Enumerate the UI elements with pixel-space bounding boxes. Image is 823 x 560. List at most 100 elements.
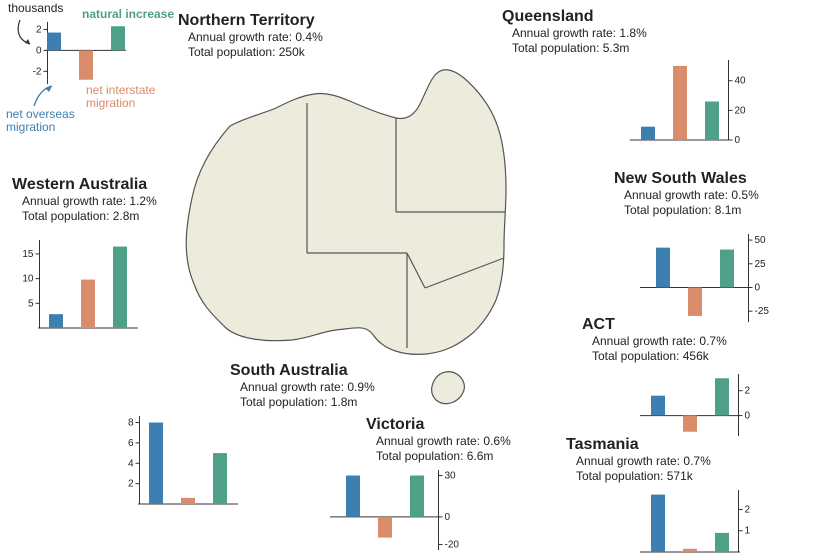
- legend-thousands: thousands: [8, 2, 63, 15]
- svg-text:0: 0: [745, 411, 751, 422]
- chart-wrap-sa: 2 4 6 8: [112, 412, 242, 508]
- svg-text:50: 50: [755, 235, 767, 246]
- bar-vic-0: [346, 476, 360, 517]
- region-qld-growth: Annual growth rate: 1.8%: [502, 26, 647, 42]
- svg-text:4: 4: [128, 458, 134, 469]
- region-act-title: ACT: [582, 316, 727, 334]
- chart-wrap-wa: 5 10 15: [12, 236, 142, 332]
- region-act-growth: Annual growth rate: 0.7%: [582, 334, 727, 350]
- svg-text:2: 2: [128, 479, 134, 490]
- region-nt-growth: Annual growth rate: 0.4%: [178, 30, 323, 46]
- chart-sa: 2 4 6 8: [112, 412, 242, 508]
- region-wa: Western AustraliaAnnual growth rate: 1.2…: [12, 176, 157, 225]
- bar-act-0: [651, 396, 665, 416]
- bar-tas-1: [683, 549, 697, 552]
- legend-overseas: net overseas migration: [6, 108, 75, 134]
- svg-text:20: 20: [735, 105, 747, 116]
- chart-nt: -2 0 2: [20, 18, 130, 88]
- bar-nt-2: [111, 26, 125, 50]
- region-nsw-pop: Total population: 8.1m: [614, 203, 759, 219]
- bar-act-1: [683, 416, 697, 432]
- svg-text:1: 1: [745, 526, 751, 537]
- bar-vic-2: [410, 476, 424, 517]
- svg-text:0: 0: [445, 512, 451, 523]
- bar-sa-1: [181, 498, 195, 504]
- region-nsw-title: New South Wales: [614, 170, 759, 188]
- region-sa-title: South Australia: [230, 362, 375, 380]
- chart-vic: -20 0 30: [326, 466, 466, 554]
- bar-wa-2: [113, 247, 127, 328]
- region-nt-title: Northern Territory: [178, 12, 323, 30]
- svg-text:10: 10: [22, 274, 34, 285]
- region-tas-growth: Annual growth rate: 0.7%: [566, 454, 711, 470]
- chart-wrap-nsw: -25 0 25 50: [636, 230, 776, 326]
- chart-wrap-tas: 12: [636, 486, 766, 556]
- region-wa-pop: Total population: 2.8m: [12, 209, 157, 225]
- bar-tas-2: [715, 533, 729, 552]
- svg-text:8: 8: [128, 418, 134, 429]
- svg-text:6: 6: [128, 438, 134, 449]
- bar-qld-0: [641, 127, 655, 140]
- region-sa-pop: Total population: 1.8m: [230, 395, 375, 411]
- bar-nt-1: [79, 50, 93, 79]
- region-act-pop: Total population: 456k: [582, 349, 727, 365]
- chart-tas: 12: [636, 486, 766, 556]
- chart-wrap-nt: -2 0 2: [20, 18, 130, 88]
- region-qld-pop: Total population: 5.3m: [502, 41, 647, 57]
- svg-text:40: 40: [735, 76, 747, 87]
- region-qld: QueenslandAnnual growth rate: 1.8%Total …: [502, 8, 647, 57]
- region-nsw: New South WalesAnnual growth rate: 0.5%T…: [614, 170, 759, 219]
- bar-nsw-1: [688, 287, 702, 315]
- bar-vic-1: [378, 517, 392, 538]
- svg-text:2: 2: [745, 386, 751, 397]
- svg-text:-25: -25: [755, 306, 770, 317]
- bar-qld-1: [673, 66, 687, 140]
- region-wa-title: Western Australia: [12, 176, 157, 194]
- bar-nsw-2: [720, 250, 734, 288]
- bar-act-2: [715, 378, 729, 415]
- region-qld-title: Queensland: [502, 8, 647, 26]
- region-vic-pop: Total population: 6.6m: [366, 449, 511, 465]
- region-act: ACTAnnual growth rate: 0.7%Total populat…: [582, 316, 727, 365]
- svg-text:0: 0: [755, 282, 761, 293]
- region-nsw-growth: Annual growth rate: 0.5%: [614, 188, 759, 204]
- svg-text:0: 0: [735, 135, 741, 144]
- australia-map: [160, 48, 560, 408]
- svg-text:2: 2: [745, 504, 751, 515]
- chart-wrap-vic: -20 0 30: [326, 466, 466, 554]
- bar-wa-0: [49, 314, 63, 328]
- svg-text:30: 30: [445, 471, 457, 482]
- svg-text:25: 25: [755, 259, 767, 270]
- region-sa-growth: Annual growth rate: 0.9%: [230, 380, 375, 396]
- chart-wa: 5 10 15: [12, 236, 142, 332]
- region-sa: South AustraliaAnnual growth rate: 0.9%T…: [230, 362, 375, 411]
- svg-text:5: 5: [28, 298, 34, 309]
- region-vic: VictoriaAnnual growth rate: 0.6%Total po…: [366, 416, 511, 465]
- svg-text:-20: -20: [445, 539, 460, 550]
- bar-tas-0: [651, 495, 665, 552]
- svg-text:15: 15: [22, 249, 34, 260]
- bar-wa-1: [81, 280, 95, 328]
- chart-act: 02: [636, 370, 766, 440]
- region-tas-title: Tasmania: [566, 436, 711, 454]
- chart-wrap-act: 02: [636, 370, 766, 440]
- bar-sa-2: [213, 453, 227, 504]
- chart-nsw: -25 0 25 50: [636, 230, 776, 326]
- region-vic-growth: Annual growth rate: 0.6%: [366, 434, 511, 450]
- region-tas-pop: Total population: 571k: [566, 469, 711, 485]
- bar-sa-0: [149, 423, 163, 504]
- region-nt-pop: Total population: 250k: [178, 45, 323, 61]
- svg-text:2: 2: [36, 24, 42, 35]
- bar-nt-0: [47, 33, 61, 51]
- region-tas: TasmaniaAnnual growth rate: 0.7%Total po…: [566, 436, 711, 485]
- region-vic-title: Victoria: [366, 416, 511, 434]
- chart-wrap-qld: 0 20 40: [626, 56, 756, 144]
- svg-text:-2: -2: [33, 66, 42, 77]
- chart-qld: 0 20 40: [626, 56, 756, 144]
- region-wa-growth: Annual growth rate: 1.2%: [12, 194, 157, 210]
- region-nt: Northern TerritoryAnnual growth rate: 0.…: [178, 12, 323, 61]
- bar-nsw-0: [656, 248, 670, 288]
- stage: thousands natural increase net overseas …: [0, 0, 823, 560]
- bar-qld-2: [705, 101, 719, 140]
- svg-text:0: 0: [36, 45, 42, 56]
